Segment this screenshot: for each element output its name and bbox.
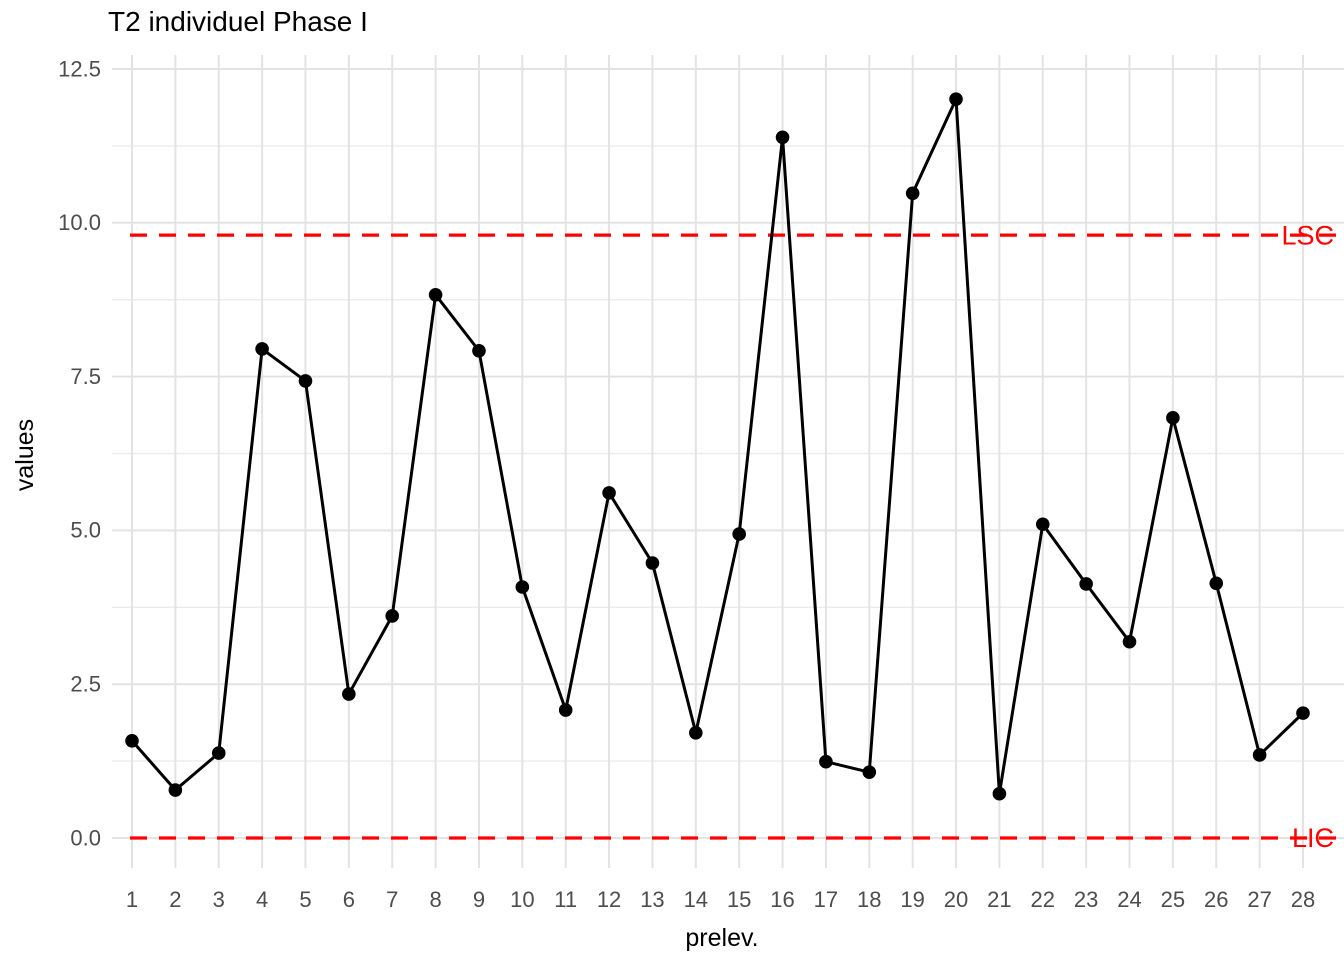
x-tick-label: 22 [1031,887,1055,912]
gridlines-major [112,55,1344,868]
y-axis-title: values [11,419,39,491]
y-tick-label: 7.5 [70,364,101,389]
x-tick-label: 28 [1291,887,1315,912]
data-point [775,130,790,145]
y-tick-label: 2.5 [70,671,101,696]
data-point [819,754,833,769]
data-point [558,703,573,717]
x-tick-label: 8 [429,887,441,912]
x-tick-label: 25 [1161,887,1185,912]
x-tick-label: 13 [640,887,664,912]
data-point [255,342,269,356]
control-limit-label-lic: LIC [1292,823,1334,853]
data-point [1035,517,1050,532]
x-tick-label: 1 [126,887,138,912]
data-point [1079,577,1093,591]
gridlines-minor [112,145,1344,762]
x-tick-label: 20 [944,887,968,912]
x-tick-label: 23 [1074,887,1098,912]
series-line-layer [130,97,1305,796]
data-point [862,765,877,779]
data-point [515,580,530,594]
y-tick-label: 0.0 [70,825,101,850]
x-tick-label: 21 [987,887,1011,912]
x-tick-label: 15 [727,887,751,912]
data-points-layer [125,92,1310,801]
data-point [211,746,226,760]
data-point [1122,634,1137,649]
x-tick-label: 12 [597,887,621,912]
x-axis-title: prelev. [685,924,758,952]
x-tick-label: 27 [1247,887,1271,912]
data-point [1166,411,1180,425]
series-line [130,97,1305,796]
data-point [732,527,746,541]
data-point [1209,576,1224,591]
axis-tick-labels: 0.02.55.07.510.012.51 2 3 4 5 6 7 8 9 10 11 12 13 14 1… [58,56,1315,912]
data-point [168,783,183,797]
data-point [342,687,356,701]
x-tick-label: 2 [169,887,181,912]
x-tick-label: 9 [473,887,485,912]
data-point [905,186,920,201]
x-tick-label: 19 [900,887,924,912]
x-tick-label: 7 [386,887,398,912]
x-tick-label: 11 [554,887,577,912]
x-tick-label: 10 [510,887,534,912]
control-limit-label-lsc: LSC [1281,220,1334,250]
x-tick-label: 14 [684,887,708,912]
data-point [689,726,703,740]
y-tick-label: 5.0 [70,518,101,543]
chart-title: T2 individuel Phase I [108,6,368,37]
x-tick-label: 3 [213,887,225,912]
x-tick-label: 5 [299,887,311,912]
x-tick-label: 18 [857,887,881,912]
data-point [125,733,139,748]
data-point [602,486,616,500]
x-tick-label: 16 [770,887,794,912]
y-tick-label: 12.5 [58,56,101,81]
x-tick-label: 24 [1117,887,1141,912]
x-tick-label: 4 [256,887,268,912]
control-limit-labels: LSC LIC [1281,220,1334,853]
data-point [645,556,660,570]
data-point [298,374,313,388]
data-point [992,786,1007,801]
x-tick-label: 6 [343,887,355,912]
data-point [1252,748,1267,762]
data-point [385,609,400,623]
data-point [472,343,486,358]
data-point [1296,706,1310,720]
x-tick-label: 17 [814,887,838,912]
data-point [949,92,963,106]
x-tick-label: 26 [1204,887,1228,912]
y-tick-label: 10.0 [58,210,101,235]
data-point [428,287,443,302]
